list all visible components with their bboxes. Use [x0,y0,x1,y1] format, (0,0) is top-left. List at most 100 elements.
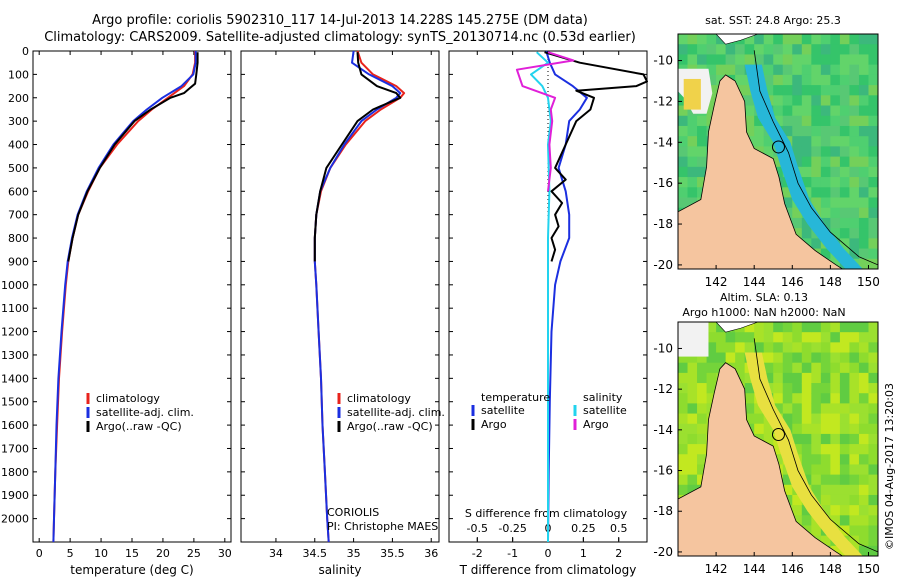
field-cell [849,248,860,260]
lon-tick-label: 142 [705,275,728,289]
land-png [715,322,759,333]
field-cell [858,248,869,260]
panel-frame [240,50,440,543]
field-cell [868,34,878,45]
x-tick-label: -2 [472,547,483,560]
y-tick-label: 2000 [1,513,29,526]
map-panel-2: 142 144 146 148 150 -10 -12 -14 -16 -18 -20 Altim. … [653,291,880,576]
field-cell [782,105,793,117]
field-cell [678,95,689,107]
field-cell [839,433,850,445]
field-cell [697,136,708,147]
field-cell [744,372,755,384]
field-cell [839,85,850,96]
field-cell [687,474,698,486]
field-cell [801,454,812,465]
land-png [715,34,759,45]
field-cell [858,146,869,158]
field-cell [773,74,784,86]
field-cell [849,484,860,496]
field-cell [678,413,689,425]
field-cell [868,403,878,415]
field-cell [839,413,850,425]
field-cell [820,177,831,188]
field-cell [868,115,878,127]
field-cell [678,187,689,198]
field-cell [858,105,869,117]
field-cell [811,352,822,364]
field-cell [773,403,784,415]
field-cell [801,105,812,117]
series-line-argo-raw-qc- [67,52,199,262]
field-cell [678,125,689,137]
field-cell [849,197,860,209]
field-cell [839,166,850,178]
field-cell [830,505,841,516]
field-cell [839,217,850,229]
field-cell [830,403,841,415]
lat-tick-label: -14 [653,423,673,437]
field-cell [839,525,850,537]
profile-panel-3: -2 -1 0 1 2 T difference from climatology -0.5… [448,50,648,577]
field-cell [811,433,822,445]
field-cell [820,156,831,168]
field-cell [849,342,860,354]
field-cell [801,403,812,415]
field-cell [697,454,708,465]
field-cell [773,54,784,66]
field-cell [782,352,793,364]
field-cell [868,136,878,147]
field-cell [687,484,698,496]
field-cell [678,177,689,188]
field-cell [687,177,698,188]
map-frame [677,33,879,270]
field-cell [792,413,803,425]
no-data-region [678,322,709,357]
y-tick-label: 800 [8,232,29,245]
field-cell [830,474,841,486]
y-tick-label: 600 [8,185,29,198]
field-cell [801,217,812,229]
field-cell [773,383,784,394]
field-cell [792,146,803,158]
field-cell [868,166,878,178]
field-cell [782,54,793,66]
field-cell [687,413,698,425]
pi-label: PI: Christophe MAES [327,520,438,533]
field-cell [839,74,850,86]
field-cell [782,74,793,86]
field-cell [735,74,746,86]
field-cell [830,105,841,117]
field-cell [801,166,812,178]
field-cell [725,332,736,343]
field-cell [811,342,822,354]
field-cell [820,44,831,55]
field-cell [678,136,689,147]
field-cell [839,505,850,516]
field-cell [687,197,698,209]
field-cell [858,423,869,435]
field-cell [687,115,698,127]
field-cell [849,156,860,168]
field-cell [858,444,869,455]
field-cell [849,115,860,127]
field-cell [868,105,878,117]
field-cell [801,95,812,107]
field-cell [763,74,774,86]
field-cell [811,74,822,86]
field-cell [830,362,841,374]
field-cell [678,474,689,486]
field-cell [820,197,831,209]
field-cell [830,177,841,188]
lon-tick-label: 144 [743,562,766,576]
field-cell [868,258,878,269]
field-cell [820,54,831,66]
field-cell [706,64,717,76]
field-cell [697,433,708,445]
field-cell [839,484,850,496]
field-cell [868,474,878,486]
field-cell [839,54,850,66]
field-cell [706,332,717,343]
field-cell [792,403,803,415]
field-cell [782,332,793,343]
